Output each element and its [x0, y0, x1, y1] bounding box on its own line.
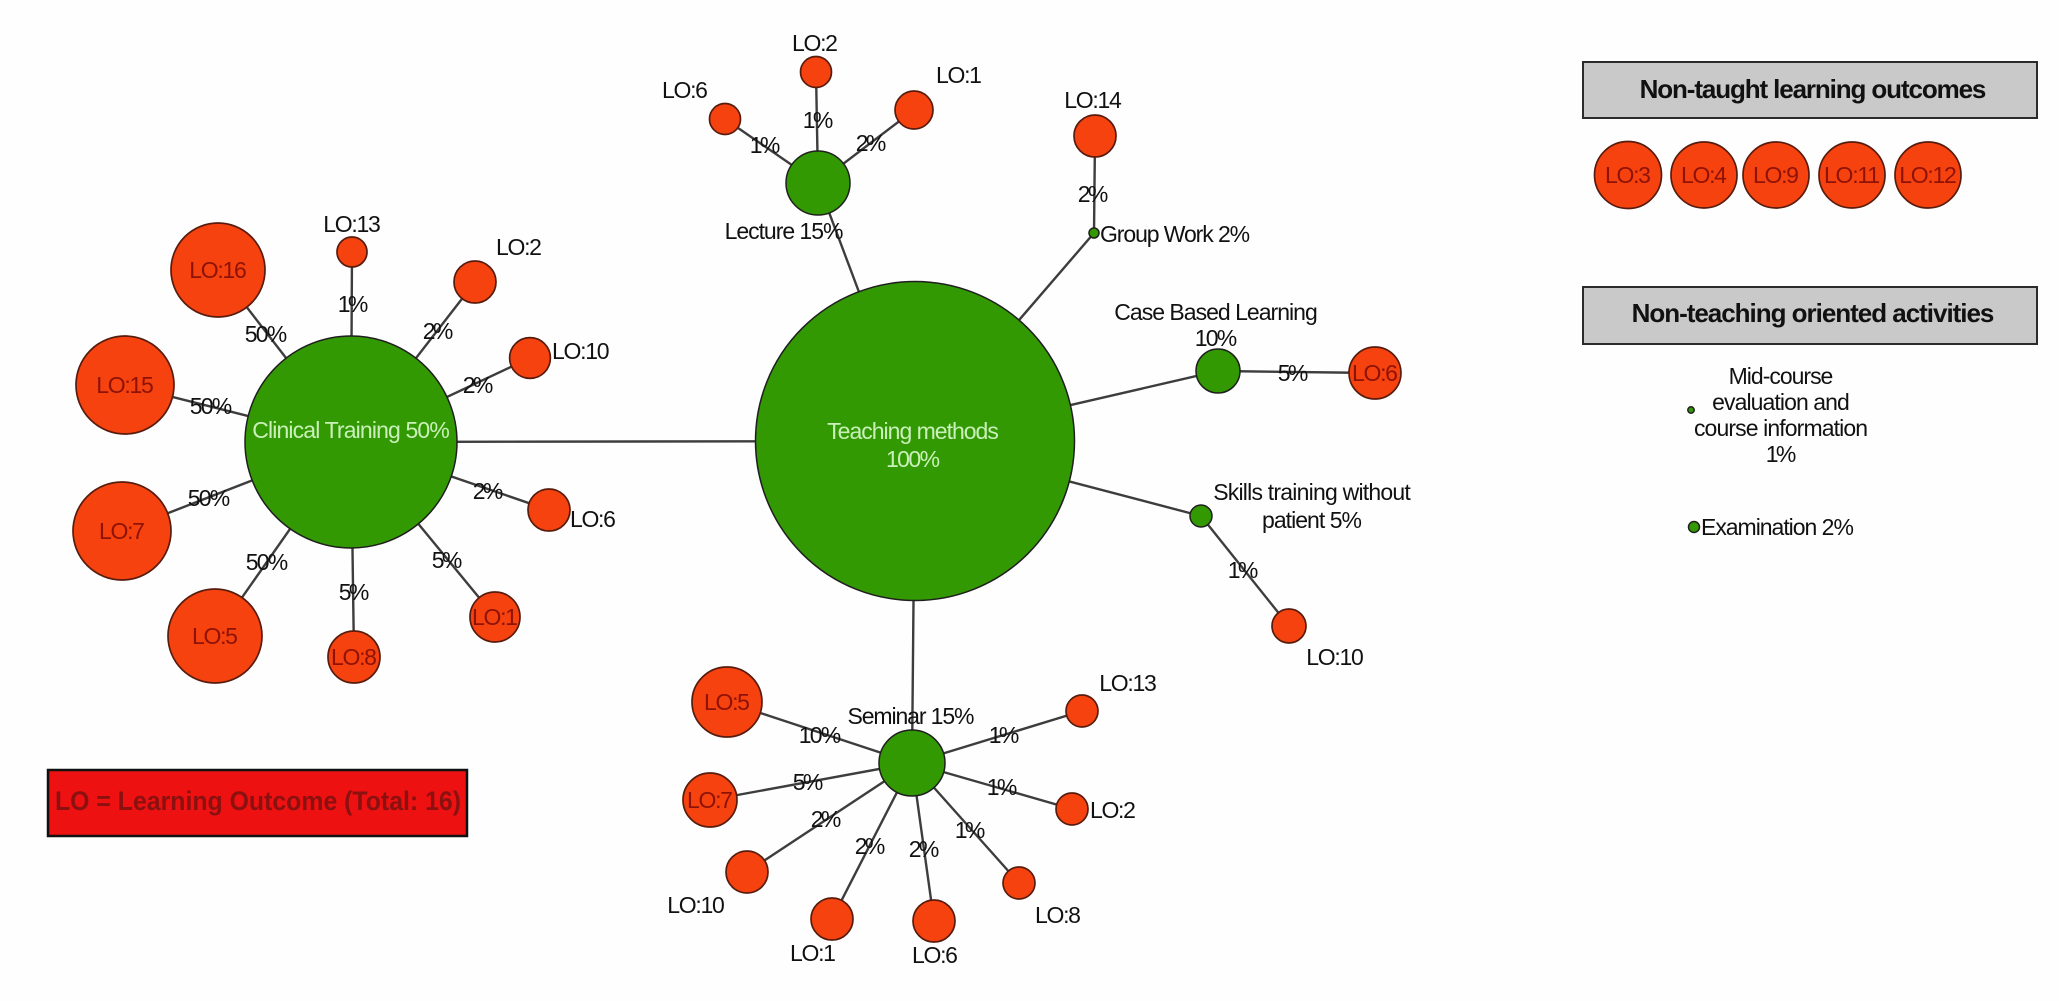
svg-text:LO:8: LO:8 [1035, 902, 1081, 928]
svg-text:50%: 50% [188, 485, 230, 511]
svg-text:LO:2: LO:2 [1090, 797, 1136, 823]
svg-text:Mid-course: Mid-course [1729, 363, 1834, 389]
svg-text:LO:5: LO:5 [192, 623, 238, 649]
svg-text:Group Work 2%: Group Work 2% [1100, 221, 1250, 247]
svg-text:Seminar 15%: Seminar 15% [848, 703, 975, 729]
svg-text:5%: 5% [432, 547, 463, 573]
svg-text:LO:7: LO:7 [687, 787, 733, 813]
svg-text:Skills training without: Skills training without [1213, 479, 1411, 505]
svg-text:Examination 2%: Examination 2% [1701, 514, 1854, 540]
svg-text:1%: 1% [803, 107, 834, 133]
svg-text:course information: course information [1694, 415, 1868, 441]
svg-text:LO:14: LO:14 [1064, 87, 1122, 113]
svg-text:LO:7: LO:7 [99, 518, 145, 544]
svg-text:LO:6: LO:6 [662, 77, 708, 103]
svg-text:evaluation and: evaluation and [1712, 389, 1850, 415]
svg-text:Lecture 15%: Lecture 15% [725, 218, 844, 244]
svg-text:10%: 10% [1195, 325, 1237, 351]
svg-text:LO:13: LO:13 [323, 211, 381, 237]
svg-text:LO:10: LO:10 [552, 338, 610, 364]
svg-text:LO:4: LO:4 [1681, 162, 1727, 188]
svg-text:LO:10: LO:10 [667, 892, 725, 918]
svg-text:LO:1: LO:1 [936, 62, 982, 88]
svg-text:LO = Learning Outcome (Total:: LO = Learning Outcome (Total: 16) [55, 786, 461, 816]
svg-text:LO:9: LO:9 [1753, 162, 1799, 188]
svg-text:50%: 50% [246, 549, 288, 575]
svg-text:1%: 1% [989, 722, 1020, 748]
svg-text:2%: 2% [856, 130, 887, 156]
svg-text:5%: 5% [1278, 360, 1309, 386]
svg-text:patient 5%: patient 5% [1262, 507, 1362, 533]
svg-text:LO:11: LO:11 [1824, 162, 1880, 188]
svg-text:LO:15: LO:15 [96, 372, 154, 398]
svg-text:LO:10: LO:10 [1306, 644, 1364, 670]
svg-text:LO:6: LO:6 [912, 942, 958, 968]
svg-text:5%: 5% [793, 769, 824, 795]
svg-text:2%: 2% [473, 478, 504, 504]
svg-text:1%: 1% [750, 132, 781, 158]
svg-text:LO:6: LO:6 [570, 506, 616, 532]
svg-text:1%: 1% [1766, 441, 1797, 467]
svg-text:2%: 2% [1078, 181, 1109, 207]
svg-text:10%: 10% [799, 722, 841, 748]
svg-text:50%: 50% [190, 393, 232, 419]
svg-text:1%: 1% [1228, 557, 1259, 583]
svg-text:LO:1: LO:1 [472, 604, 518, 630]
svg-text:Non-teaching oriented activiti: Non-teaching oriented activities [1632, 298, 1995, 328]
svg-text:LO:2: LO:2 [792, 30, 838, 56]
svg-text:LO:5: LO:5 [704, 689, 750, 715]
svg-text:Clinical Training 50%: Clinical Training 50% [252, 417, 450, 443]
svg-text:LO:6: LO:6 [1352, 360, 1398, 386]
svg-text:5%: 5% [339, 579, 370, 605]
svg-text:LO:13: LO:13 [1099, 670, 1157, 696]
svg-text:2%: 2% [463, 372, 494, 398]
svg-text:Case Based Learning: Case Based Learning [1114, 299, 1318, 325]
svg-text:2%: 2% [855, 833, 886, 859]
svg-text:Teaching methods: Teaching methods [827, 418, 999, 444]
svg-text:LO:2: LO:2 [496, 234, 542, 260]
svg-text:2%: 2% [811, 806, 842, 832]
svg-text:1%: 1% [987, 774, 1018, 800]
svg-text:1%: 1% [338, 291, 369, 317]
svg-text:2%: 2% [909, 836, 940, 862]
svg-text:LO:12: LO:12 [1899, 162, 1957, 188]
svg-text:LO:3: LO:3 [1605, 162, 1651, 188]
svg-text:LO:1: LO:1 [790, 940, 836, 966]
svg-text:LO:16: LO:16 [189, 257, 247, 283]
svg-text:1%: 1% [955, 817, 986, 843]
svg-text:50%: 50% [245, 321, 287, 347]
svg-text:100%: 100% [886, 446, 940, 472]
svg-text:LO:8: LO:8 [331, 644, 377, 670]
svg-text:2%: 2% [423, 318, 454, 344]
svg-text:Non-taught learning outcomes: Non-taught learning outcomes [1640, 74, 1987, 104]
